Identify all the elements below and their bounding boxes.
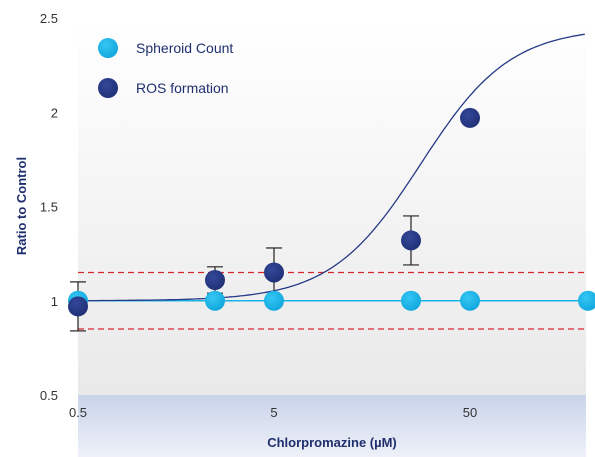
- ros-formation-point: [264, 262, 284, 283]
- y-axis-title: Ratio to Control: [14, 157, 29, 255]
- x-tick-label: 0.5: [69, 405, 87, 420]
- x-axis-band: [78, 395, 586, 457]
- legend-label-spheroid-count: Spheroid Count: [136, 40, 233, 56]
- legend-label-ros-formation: ROS formation: [136, 80, 229, 96]
- x-tick-label: 50: [463, 405, 477, 420]
- y-tick-label: 2.5: [40, 11, 58, 26]
- spheroid-count-point: [400, 290, 421, 311]
- legend-marker-ros-formation: [98, 78, 118, 98]
- ros-formation-fit-curve: [78, 33, 585, 302]
- y-tick-label: 1: [51, 294, 58, 309]
- x-tick-label: 5: [270, 405, 277, 420]
- y-tick-label: 0.5: [40, 388, 58, 403]
- ros-formation-point: [204, 270, 225, 291]
- x-axis-title: Chlorpromazine (µM): [267, 435, 397, 450]
- y-tick-label: 1.5: [40, 200, 58, 215]
- spheroid-count-point: [460, 290, 480, 311]
- ros-formation-point: [400, 230, 421, 251]
- legend-marker-spheroid-count: [98, 38, 118, 58]
- plot-background: [78, 18, 586, 395]
- ros-formation-point: [68, 296, 88, 317]
- legend: Spheroid Count ROS formation: [98, 38, 233, 98]
- spheroid-count-point: [578, 290, 595, 311]
- y-tick-label: 2: [51, 105, 58, 120]
- ros-formation-point: [460, 107, 480, 128]
- spheroid-count-point: [204, 290, 225, 311]
- spheroid-count-point: [264, 290, 284, 311]
